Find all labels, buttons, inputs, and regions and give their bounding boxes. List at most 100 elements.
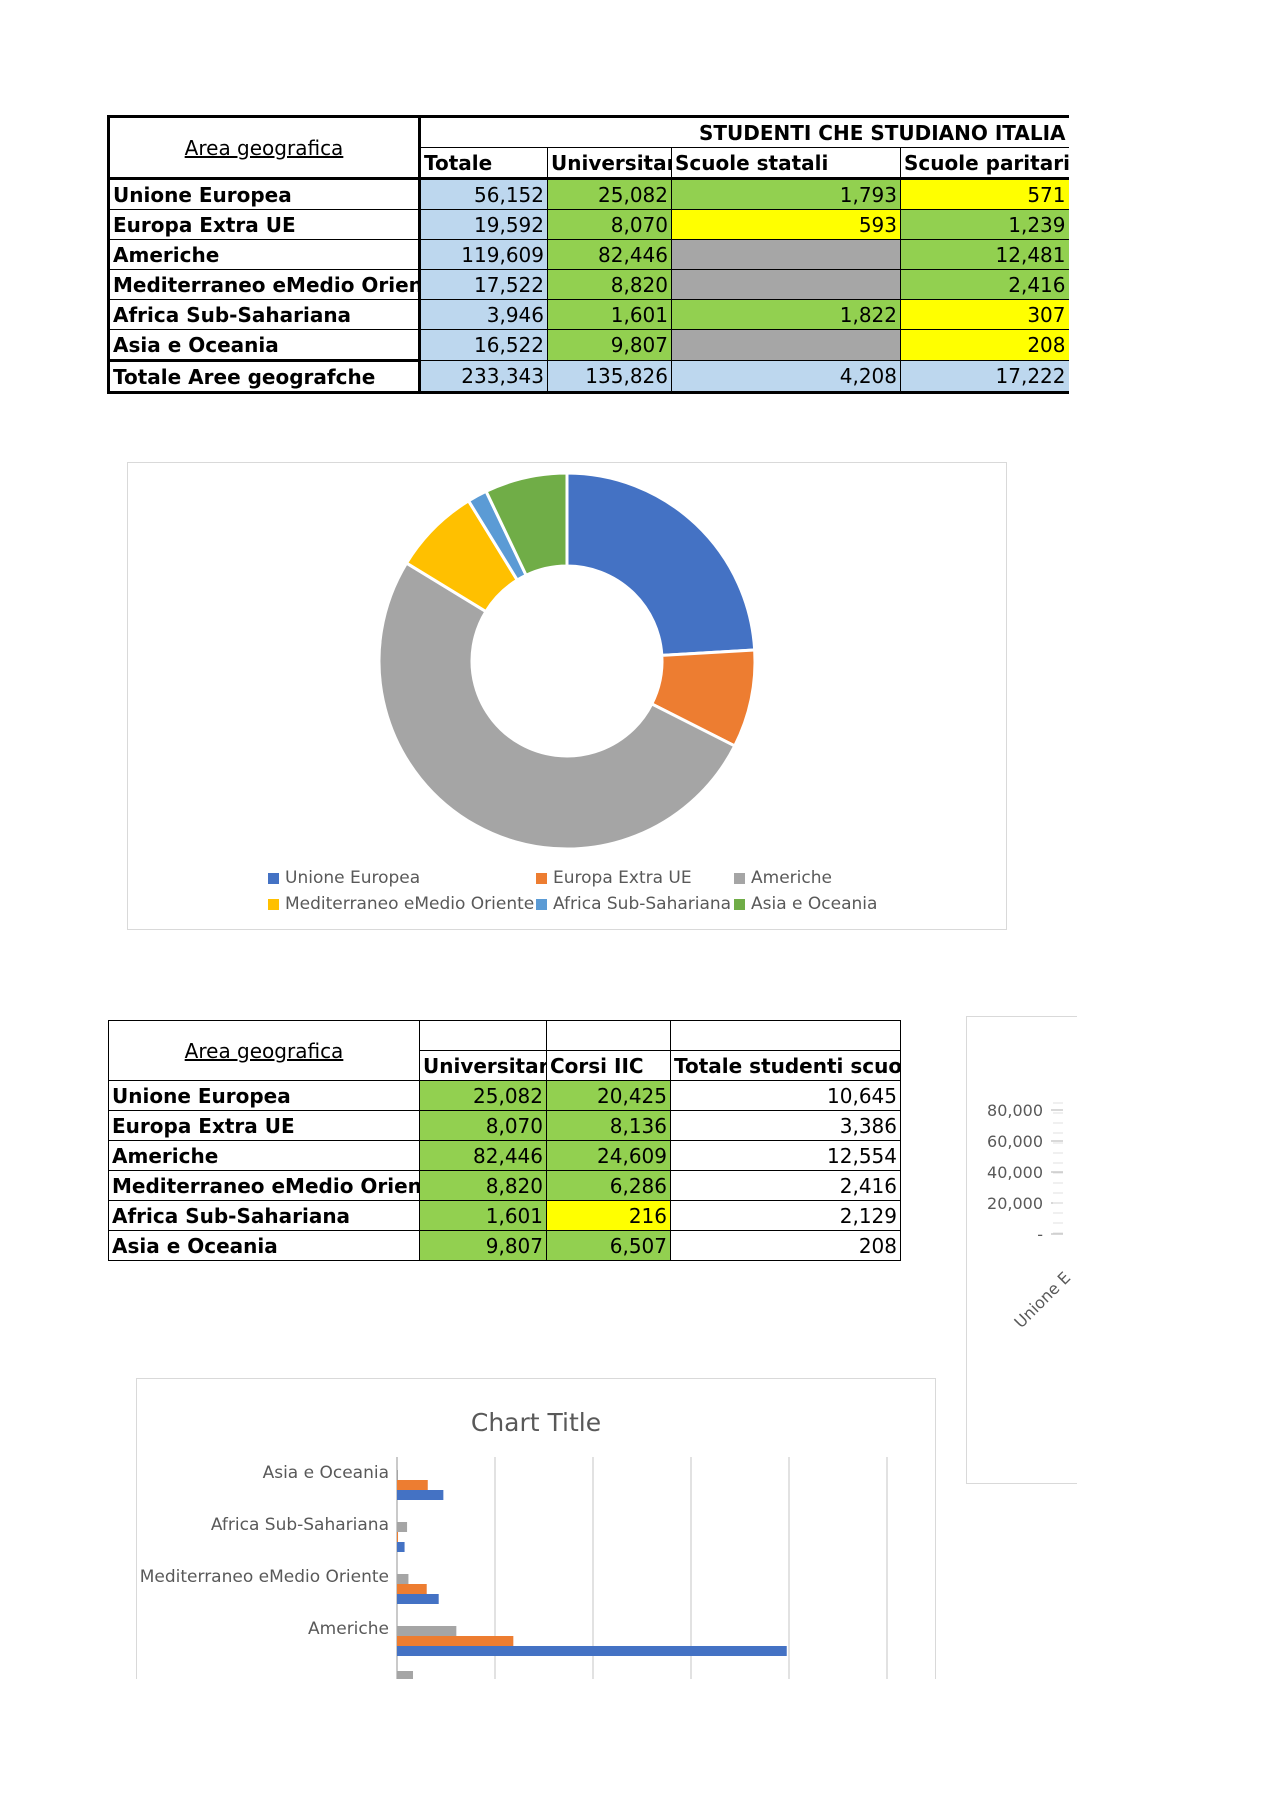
y-tick-label: - <box>1037 1225 1043 1244</box>
cell-paritarie: 1,239 <box>900 209 1069 240</box>
table-row: Africa Sub-Sahariana 1,601 216 2,129 <box>108 1200 901 1231</box>
row-area: Europa Extra UE <box>108 1110 420 1141</box>
col-header-universitari: Universitari <box>419 1050 547 1081</box>
legend-swatch <box>536 899 547 910</box>
row-area: Asia e Oceania <box>107 329 421 361</box>
table-row: Asia e Oceania 9,807 6,507 208 <box>108 1230 901 1261</box>
row-area: Africa Sub-Sahariana <box>108 1200 420 1231</box>
cell-scuola: 208 <box>670 1230 901 1261</box>
row-area: Mediterraneo eMedio Oriente <box>108 1170 420 1201</box>
row-area: Americhe <box>107 239 421 270</box>
legend-swatch <box>536 873 547 884</box>
chart-title: Chart Title <box>471 1408 601 1437</box>
bar-totale-studenti-scuola[interactable] <box>397 1470 398 1480</box>
bar-universitari[interactable] <box>397 1490 444 1500</box>
cell-statali: 1,793 <box>671 178 901 210</box>
row-area: Totale Aree geografche <box>107 359 421 394</box>
table-row: Americhe 82,446 24,609 12,554 <box>108 1140 901 1171</box>
cell-corsi: 6,286 <box>546 1170 671 1201</box>
legend-label: Mediterraneo eMedio Oriente <box>285 894 534 914</box>
cell-statali <box>671 269 901 300</box>
cell-universitari: 1,601 <box>547 299 672 330</box>
table-row: Mediterraneo eMedio Oriente 17,522 8,820… <box>107 269 1069 300</box>
cell-universitari: 9,807 <box>419 1230 547 1261</box>
category-label: Mediterraneo eMedio Oriente <box>140 1567 389 1587</box>
cell-universitari: 25,082 <box>547 178 672 210</box>
bar-corsi-iic[interactable] <box>397 1584 427 1594</box>
donut-chart[interactable]: Unione Europea Europa Extra UE Americhe Med… <box>127 462 1007 930</box>
table-row: Europa Extra UE 19,592 8,070 593 1,239 <box>107 209 1069 240</box>
col-header-universitari: Universitari <box>547 147 672 180</box>
table-row: Europa Extra UE 8,070 8,136 3,386 <box>108 1110 901 1141</box>
cell-universitari: 25,082 <box>419 1080 547 1111</box>
bar-totale-studenti-scuola[interactable] <box>397 1626 457 1636</box>
table-row: Unione Europea 56,152 25,082 1,793 571 <box>107 178 1069 210</box>
bar-universitari[interactable] <box>397 1542 405 1552</box>
col-header-scuole-paritarie: Scuole paritarie <box>900 147 1069 180</box>
row-area: Americhe <box>108 1140 420 1171</box>
cell-corsi: 8,136 <box>546 1110 671 1141</box>
row-area: Mediterraneo eMedio Oriente <box>107 269 421 300</box>
donut-slice-0[interactable] <box>565 471 757 658</box>
legend-label: Americhe <box>751 868 832 888</box>
bar-corsi-iic[interactable] <box>397 1532 399 1542</box>
bar-corsi-iic[interactable] <box>397 1480 428 1490</box>
donut-slice-5[interactable] <box>484 471 569 578</box>
blank-header <box>546 1020 671 1051</box>
header-area-geografica: Area geografica <box>108 1020 420 1081</box>
bar-universitari[interactable] <box>397 1646 787 1656</box>
bar-universitari[interactable] <box>397 1594 439 1604</box>
bar-partial[interactable] <box>397 1671 414 1679</box>
row-area: Unione Europea <box>108 1080 420 1111</box>
cell-universitari: 1,601 <box>419 1200 547 1231</box>
table-row: Asia e Oceania 16,522 9,807 208 <box>107 329 1069 361</box>
cell-scuola: 2,416 <box>670 1170 901 1201</box>
blank-header <box>419 1020 547 1051</box>
cell-scuola: 3,386 <box>670 1110 901 1141</box>
legend-swatch <box>268 873 279 884</box>
bar-corsi-iic[interactable] <box>397 1636 514 1646</box>
cell-universitari: 82,446 <box>419 1140 547 1171</box>
bar-chart[interactable]: Chart Title Asia e Oceania Africa Sub-Sah… <box>136 1378 936 1679</box>
table-row: Unione Europea 25,082 20,425 10,645 <box>108 1080 901 1111</box>
cell-universitari: 8,070 <box>547 209 672 240</box>
header-group: STUDENTI CHE STUDIANO ITALIA <box>419 115 1069 148</box>
cell-universitari: 8,070 <box>419 1110 547 1141</box>
cell-universitari: 135,826 <box>547 360 672 394</box>
donut-svg: Unione Europea Europa Extra UE Americhe Med… <box>268 471 877 914</box>
cell-paritarie: 12,481 <box>900 239 1069 270</box>
legend-swatch <box>734 873 745 884</box>
table-row: Mediterraneo eMedio Oriente 8,820 6,286 … <box>108 1170 901 1201</box>
table-row-total: Totale Aree geografche 233,343 135,826 4… <box>107 359 1069 394</box>
cell-paritarie: 208 <box>900 329 1069 361</box>
row-area: Unione Europea <box>107 178 421 210</box>
header-area-geografica: Area geografica <box>107 115 421 180</box>
cropped-column-chart[interactable]: 80,000 60,000 40,000 20,000 - Unione E <box>966 1016 1077 1484</box>
cell-universitari: 82,446 <box>547 239 672 270</box>
y-tick-label: 40,000 <box>987 1163 1043 1182</box>
legend-label: Africa Sub-Sahariana <box>553 894 731 914</box>
cropped-chart-svg: 80,000 60,000 40,000 20,000 - Unione E <box>987 1101 1074 1332</box>
bar-totale-studenti-scuola[interactable] <box>397 1574 409 1584</box>
category-label: Americhe <box>308 1619 389 1639</box>
cell-corsi: 216 <box>546 1200 671 1231</box>
y-tick-label: 80,000 <box>987 1101 1043 1120</box>
legend-label: Unione Europea <box>285 868 420 888</box>
cell-paritarie: 2,416 <box>900 269 1069 300</box>
cell-statali: 1,822 <box>671 299 901 330</box>
cell-corsi: 6,507 <box>546 1230 671 1261</box>
table-studenti-italiano: Area geografica STUDENTI CHE STUDIANO IT… <box>107 115 1069 394</box>
y-tick-label: 60,000 <box>987 1132 1043 1151</box>
col-header-totale: Totale <box>419 147 548 180</box>
cell-universitari: 8,820 <box>547 269 672 300</box>
bar-totale-studenti-scuola[interactable] <box>397 1522 408 1532</box>
cell-universitari: 9,807 <box>547 329 672 361</box>
blank-header <box>670 1020 901 1051</box>
cell-scuola: 10,645 <box>670 1080 901 1111</box>
cell-paritarie: 17,222 <box>900 360 1069 394</box>
cell-universitari: 8,820 <box>419 1170 547 1201</box>
donut-slice-2[interactable] <box>377 561 737 851</box>
col-header-scuole-statali: Scuole statali <box>671 147 901 180</box>
col-header-totale-scuola: Totale studenti scuola <box>670 1050 901 1081</box>
cell-statali: 4,208 <box>671 360 901 394</box>
